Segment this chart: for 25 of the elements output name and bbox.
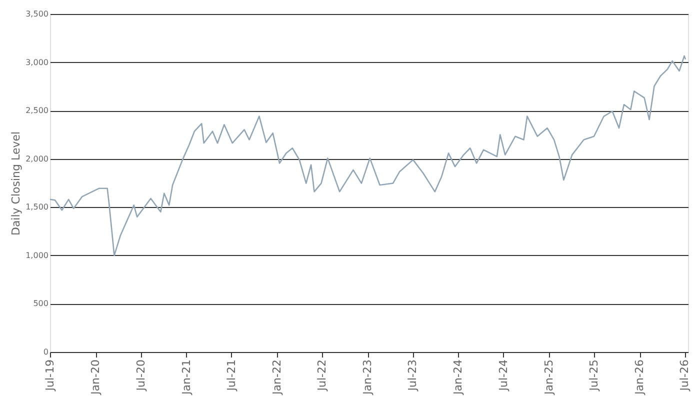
x-tick-label: Jul-19 — [44, 360, 56, 392]
x-tick-label: Jan-20 — [89, 360, 102, 396]
y-tick-label: 500 — [33, 299, 48, 308]
y-axis-title: Daily Closing Level — [10, 131, 23, 236]
x-tick-label: Jul-22 — [315, 360, 328, 392]
x-tick-label: Jul-21 — [224, 360, 238, 392]
y-tick-label: 2,500 — [26, 106, 48, 116]
y-tick-label: 3,500 — [26, 10, 48, 18]
x-tick-label: Jan-26 — [633, 360, 646, 396]
y-tick-label: 1,000 — [26, 250, 48, 260]
x-tick-label: Jan-25 — [542, 360, 556, 396]
x-tick-label: Jan-23 — [361, 360, 374, 396]
y-tick-label: 1,500 — [26, 202, 48, 212]
x-tick-label: Jan-22 — [270, 360, 284, 396]
y-tick-label: 3,000 — [26, 58, 48, 67]
x-tick-label: Jul-20 — [134, 360, 148, 392]
x-tick-label: Jul-23 — [406, 360, 420, 392]
x-tick-label: Jul-25 — [587, 360, 600, 392]
x-tick-label: Jul-24 — [496, 360, 510, 392]
y-tick-label: 2,000 — [26, 154, 48, 164]
x-tick-label: Jan-24 — [452, 360, 465, 396]
y-tick-label: 0 — [43, 348, 48, 356]
x-tick-label: Jul-26 — [678, 360, 692, 392]
line-series — [49, 55, 686, 256]
x-tick-label: Jan-21 — [180, 360, 193, 396]
